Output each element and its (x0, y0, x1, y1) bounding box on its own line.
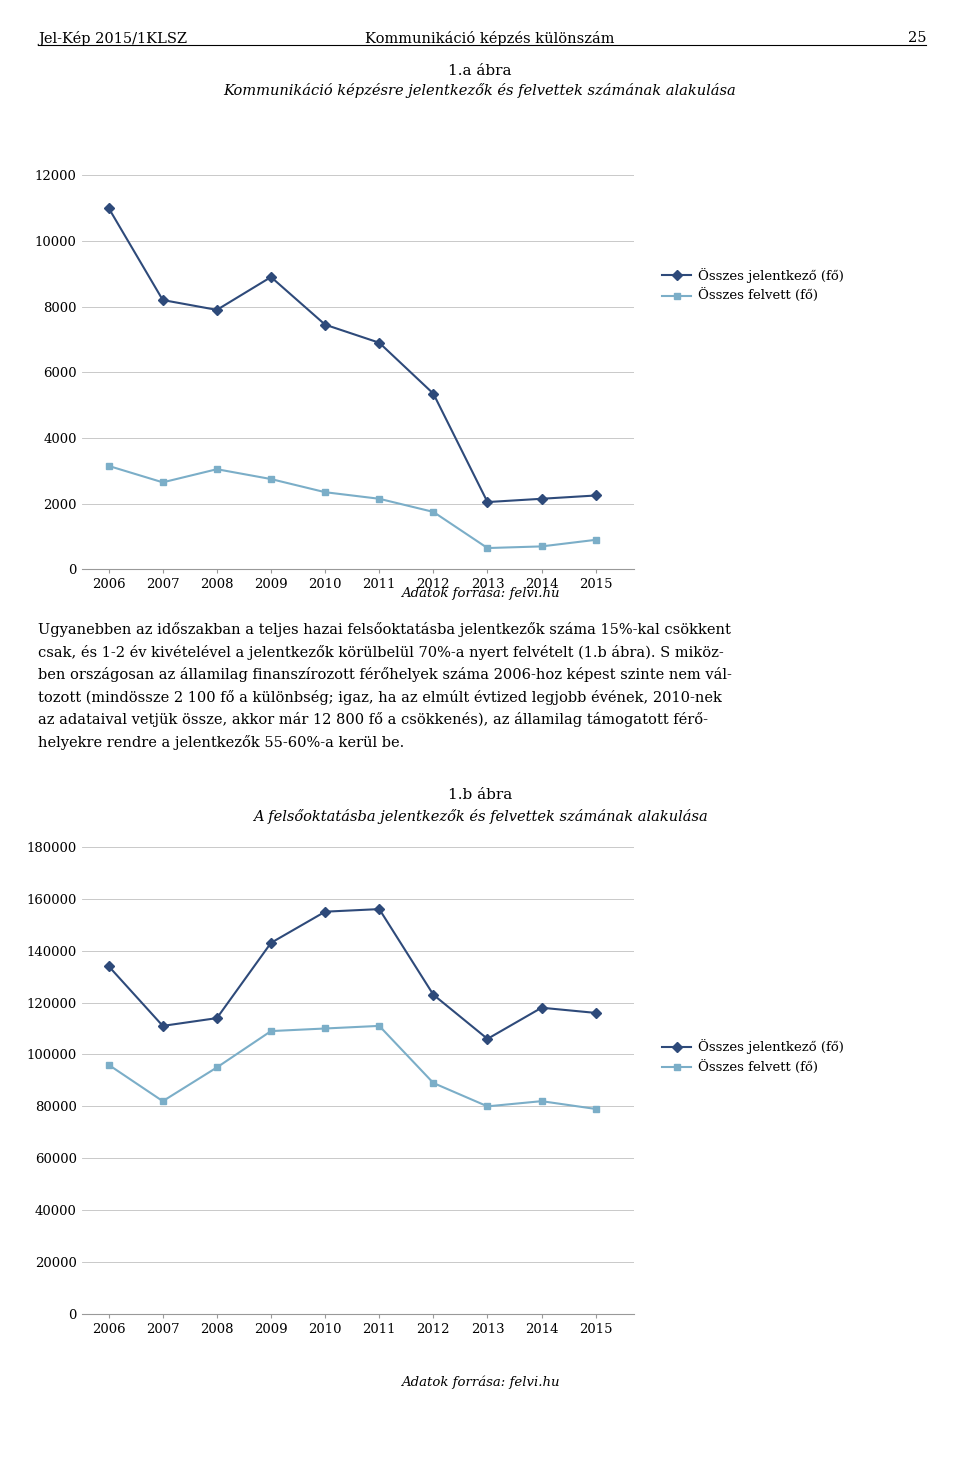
Összes jelentkező (fő) (427, 385, 439, 403)
Line: Összes jelentkező (fő): Összes jelentkező (fő) (106, 204, 599, 505)
Line: Összes felvett (fő): Összes felvett (fő) (106, 1022, 599, 1113)
Összes jelentkező (fő) (482, 1031, 493, 1048)
Text: 25: 25 (908, 31, 926, 45)
Összes felvett (fő) (320, 1019, 331, 1037)
Text: csak, és 1-2 év kivételével a jelentkezők körülbelül 70%-a nyert felvételt (1.b : csak, és 1-2 év kivételével a jelentkező… (38, 645, 724, 660)
Összes jelentkező (fő) (373, 901, 385, 918)
Összes felvett (fő) (590, 531, 602, 549)
Összes jelentkező (fő) (482, 493, 493, 511)
Összes jelentkező (fő) (320, 902, 331, 920)
Összes jelentkező (fő) (211, 1009, 223, 1026)
Text: 1.a ábra: 1.a ábra (448, 64, 512, 79)
Összes felvett (fő) (211, 460, 223, 477)
Line: Összes felvett (fő): Összes felvett (fő) (106, 463, 599, 552)
Összes felvett (fő) (536, 537, 547, 555)
Text: 1.b ábra: 1.b ábra (448, 788, 512, 803)
Összes felvett (fő) (373, 1018, 385, 1035)
Összes felvett (fő) (265, 1022, 276, 1040)
Összes jelentkező (fő) (265, 934, 276, 952)
Legend: Összes jelentkező (fő), Összes felvett (fő): Összes jelentkező (fő), Összes felvett (… (657, 263, 849, 308)
Összes jelentkező (fő) (427, 986, 439, 1003)
Text: Kommunikáció képzésre jelentkezők és felvettek számának alakulása: Kommunikáció képzésre jelentkezők és fel… (224, 83, 736, 98)
Összes felvett (fő) (320, 483, 331, 501)
Összes jelentkező (fő) (157, 292, 169, 310)
Összes felvett (fő) (211, 1058, 223, 1076)
Legend: Összes jelentkező (fő), Összes felvett (fő): Összes jelentkező (fő), Összes felvett (… (657, 1034, 849, 1080)
Összes felvett (fő) (427, 1075, 439, 1092)
Összes jelentkező (fő) (536, 491, 547, 508)
Text: Ugyanebben az időszakban a teljes hazai felsőoktatásba jelentkezők száma 15%-kal: Ugyanebben az időszakban a teljes hazai … (38, 622, 732, 637)
Text: Adatok forrása: felvi.hu: Adatok forrása: felvi.hu (400, 1375, 560, 1388)
Text: Jel-Kép 2015/1KLSZ: Jel-Kép 2015/1KLSZ (38, 31, 187, 47)
Összes felvett (fő) (373, 491, 385, 508)
Line: Összes jelentkező (fő): Összes jelentkező (fő) (106, 905, 599, 1042)
Összes felvett (fő) (157, 1092, 169, 1110)
Összes jelentkező (fő) (536, 999, 547, 1016)
Összes felvett (fő) (103, 457, 114, 475)
Összes jelentkező (fő) (590, 486, 602, 504)
Összes jelentkező (fő) (265, 269, 276, 286)
Összes felvett (fő) (427, 504, 439, 521)
Összes felvett (fő) (265, 470, 276, 488)
Összes jelentkező (fő) (590, 1004, 602, 1022)
Összes jelentkező (fő) (320, 315, 331, 333)
Text: helyekre rendre a jelentkezők 55-60%-a kerül be.: helyekre rendre a jelentkezők 55-60%-a k… (38, 736, 405, 750)
Összes jelentkező (fő) (211, 301, 223, 318)
Összes felvett (fő) (103, 1056, 114, 1073)
Text: az adataival vetjük össze, akkor már 12 800 fő a csökkenés), az államilag támoga: az adataival vetjük össze, akkor már 12 … (38, 712, 708, 727)
Összes jelentkező (fő) (103, 200, 114, 218)
Összes jelentkező (fő) (157, 1018, 169, 1035)
Text: A felsőoktatásba jelentkezők és felvettek számának alakulása: A felsőoktatásba jelentkezők és felvette… (252, 809, 708, 823)
Összes jelentkező (fő) (373, 334, 385, 352)
Text: Adatok forrása: felvi.hu: Adatok forrása: felvi.hu (400, 587, 560, 600)
Összes felvett (fő) (590, 1101, 602, 1118)
Összes felvett (fő) (482, 539, 493, 556)
Összes felvett (fő) (482, 1098, 493, 1115)
Text: Kommunikáció képzés különszám: Kommunikáció képzés különszám (365, 31, 614, 47)
Összes jelentkező (fő) (103, 958, 114, 975)
Text: ben országosan az államilag finanszírozott férőhelyek száma 2006-hoz képest szin: ben országosan az államilag finanszírozo… (38, 667, 732, 682)
Text: tozott (mindössze 2 100 fő a különbség; igaz, ha az elmúlt évtized legjobb événe: tozott (mindössze 2 100 fő a különbség; … (38, 691, 722, 705)
Összes felvett (fő) (536, 1092, 547, 1110)
Összes felvett (fő) (157, 473, 169, 491)
